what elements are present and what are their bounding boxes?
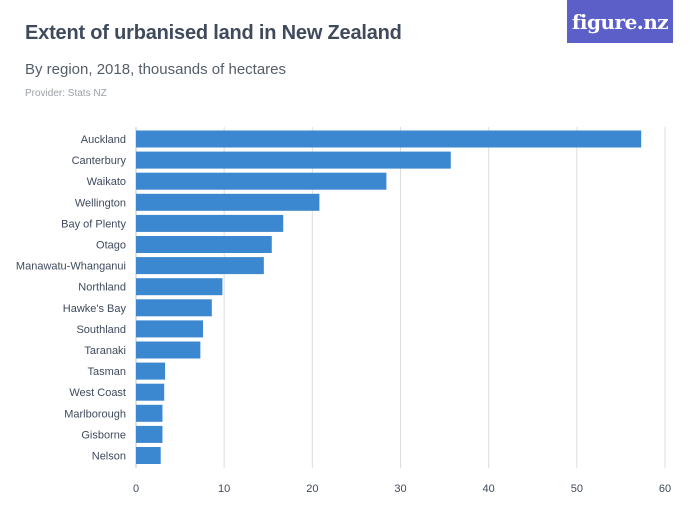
x-tick-label: 0 — [133, 483, 139, 495]
category-labels: Auckland Canterbury Waikato Wellington Bay o… — [16, 134, 127, 463]
category-label: Taranaki — [84, 345, 126, 357]
x-tick-label: 30 — [394, 483, 406, 495]
x-tick-label: 40 — [483, 483, 495, 495]
category-label: Marlborough — [64, 408, 126, 420]
bar-bay-of-plenty[interactable] — [136, 214, 284, 232]
category-label: Auckland — [81, 134, 126, 146]
category-label: Bay of Plenty — [61, 218, 126, 230]
x-tick-label: 60 — [659, 483, 671, 495]
bar-wellington[interactable] — [136, 193, 320, 211]
bar-southland[interactable] — [136, 320, 204, 338]
bar-canterbury[interactable] — [136, 151, 451, 169]
category-label: Tasman — [87, 366, 126, 378]
x-tick-label: 50 — [571, 483, 583, 495]
bar-nelson[interactable] — [136, 447, 161, 464]
bar-waikato[interactable] — [136, 172, 387, 190]
chart-title: Extent of urbanised land in New Zealand — [25, 22, 402, 44]
bar-gisborne[interactable] — [136, 425, 163, 443]
bar-manawatu-whanganui[interactable] — [136, 257, 264, 275]
category-label: Nelson — [92, 451, 126, 463]
bar-tasman[interactable] — [136, 362, 166, 380]
bar-auckland[interactable] — [136, 130, 642, 148]
category-label: Wellington — [75, 197, 126, 209]
bars — [136, 130, 642, 464]
category-label: Northland — [78, 282, 126, 294]
x-axis-ticks: 0 10 20 30 40 50 60 — [133, 483, 671, 495]
bar-hawke-s-bay[interactable] — [136, 299, 212, 317]
bar-taranaki[interactable] — [136, 341, 201, 359]
category-label: Canterbury — [72, 155, 127, 167]
bar-marlborough[interactable] — [136, 404, 163, 422]
x-tick-label: 20 — [306, 483, 318, 495]
category-label: Waikato — [87, 176, 126, 188]
category-label: West Coast — [69, 387, 126, 399]
figure-nz-logo[interactable]: figure.nz — [567, 0, 673, 43]
category-label: Gisborne — [81, 429, 126, 441]
category-label: Southland — [76, 324, 126, 336]
category-label: Otago — [96, 240, 126, 252]
category-label: Manawatu-Whanganui — [16, 261, 126, 273]
chart-subtitle: By region, 2018, thousands of hectares — [25, 61, 287, 78]
provider-note: Provider: Stats NZ — [25, 88, 107, 99]
x-tick-label: 10 — [218, 483, 230, 495]
bar-northland[interactable] — [136, 278, 223, 296]
bar-otago[interactable] — [136, 236, 272, 253]
category-label: Hawke's Bay — [63, 303, 127, 315]
bar-west-coast[interactable] — [136, 383, 165, 401]
